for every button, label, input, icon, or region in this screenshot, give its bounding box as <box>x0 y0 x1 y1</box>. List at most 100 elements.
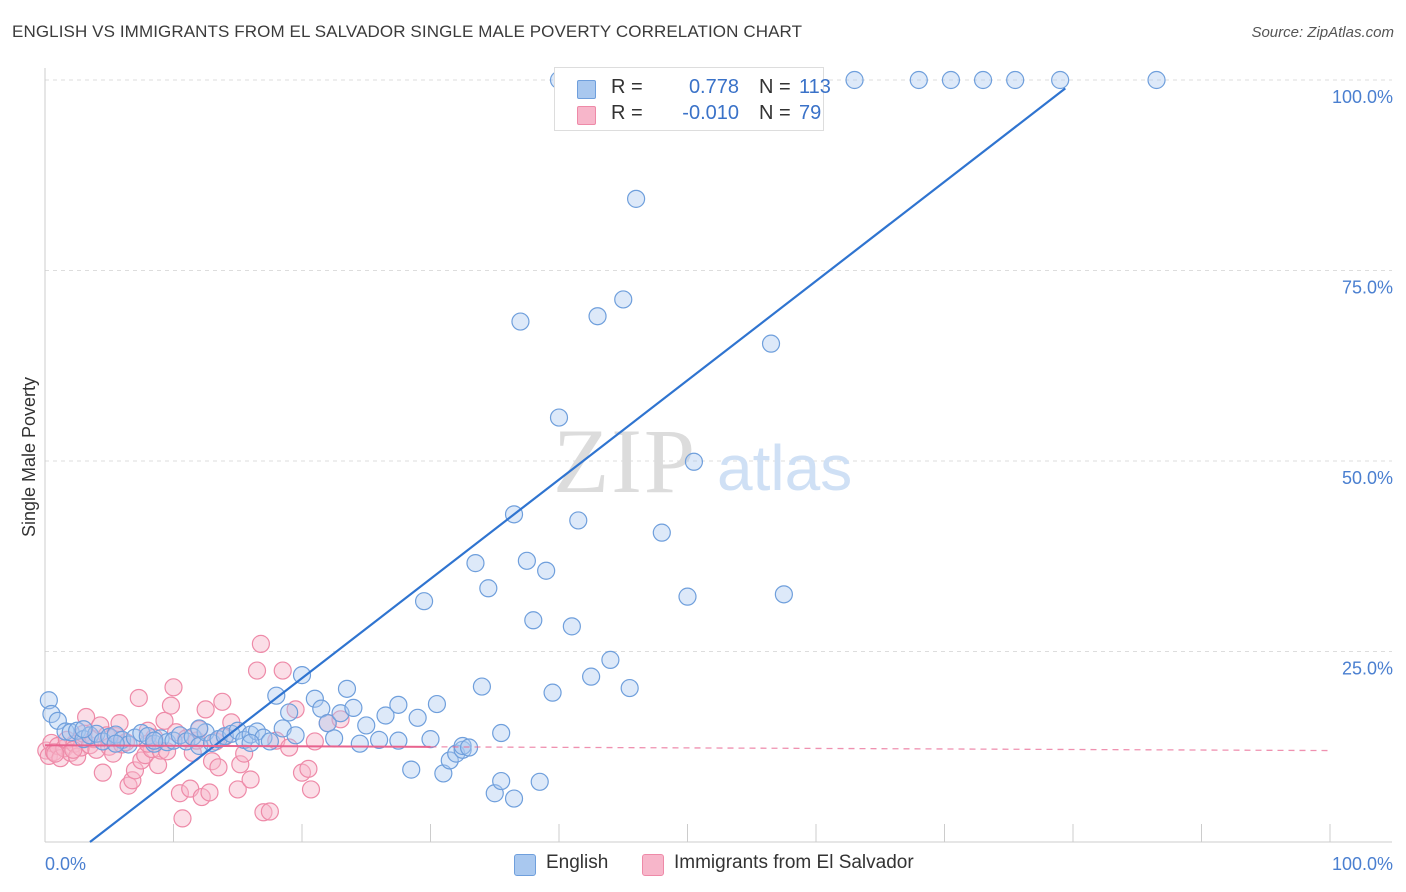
salvador-point <box>129 688 148 708</box>
english-point <box>549 408 569 427</box>
english-point <box>370 730 389 749</box>
salvador-legend-swatch <box>642 854 664 876</box>
y-tick-label: 100.0% <box>1332 87 1393 107</box>
english-point <box>466 554 485 573</box>
english-point <box>241 733 260 753</box>
salvador-point <box>251 634 270 653</box>
y-tick-label: 25.0% <box>1342 659 1393 679</box>
english-point <box>292 666 312 685</box>
english-point <box>427 694 447 714</box>
english-point <box>376 706 395 725</box>
english-point <box>614 290 633 309</box>
axes <box>44 68 1392 843</box>
x-tick-labels: 0.0% 100.0% <box>45 854 1393 874</box>
chart-title: ENGLISH VS IMMIGRANTS FROM EL SALVADOR S… <box>12 22 803 41</box>
r-value: 0.778 <box>688 76 739 98</box>
salvador-point <box>170 784 190 803</box>
stats-box: R = 0.778 N = 113 R = -0.010 N = 79 <box>554 67 831 131</box>
english-point <box>453 736 472 756</box>
salvador-point <box>231 755 250 774</box>
grid-lines <box>45 79 1392 652</box>
english-point <box>260 732 279 751</box>
english-point <box>357 716 376 735</box>
salvador-point <box>301 780 321 799</box>
salvador-point <box>93 763 112 782</box>
english-point <box>325 729 344 748</box>
english-point <box>479 579 498 598</box>
salvador-point <box>213 692 232 711</box>
english-point <box>305 689 324 708</box>
english-point <box>286 726 305 745</box>
salvador-point <box>260 802 279 821</box>
english-point <box>344 698 363 717</box>
english-trend-line <box>89 87 1066 843</box>
watermark-zip: ZIP <box>553 410 697 512</box>
legend-label-english: English <box>546 852 609 873</box>
english-point <box>530 772 549 791</box>
english-point <box>973 70 993 90</box>
salvador-point <box>273 661 292 680</box>
english-point <box>845 70 864 90</box>
salvador-trend-extension <box>430 746 1331 752</box>
english-point <box>1147 70 1166 90</box>
salvador-point <box>209 758 228 777</box>
english-point <box>492 771 511 791</box>
english-point <box>543 683 562 702</box>
r-label: R = <box>611 76 643 98</box>
y-tick-label: 50.0% <box>1342 468 1393 488</box>
n-label: N = <box>759 102 791 124</box>
english-point <box>620 678 639 698</box>
x-tick-label: 100.0% <box>1332 854 1393 874</box>
english-point <box>626 189 646 208</box>
salvador-point <box>299 759 318 778</box>
salvador-point <box>125 761 145 780</box>
r-label: R = <box>611 102 643 124</box>
english-point <box>440 751 459 770</box>
english-legend-swatch <box>514 854 536 876</box>
english-point <box>524 611 543 630</box>
english-point <box>318 714 337 733</box>
english-point <box>350 734 369 753</box>
salvador-point <box>46 744 65 763</box>
salvador-point <box>228 780 247 799</box>
legend-label-salvador: Immigrants from El Salvador <box>674 852 914 873</box>
english-point <box>389 695 408 714</box>
english-point <box>280 703 299 722</box>
n-value: 113 <box>799 76 831 98</box>
salvador-swatch <box>577 106 596 125</box>
salvador-point <box>247 661 267 680</box>
english-point <box>569 511 588 530</box>
salvador-point <box>155 711 174 730</box>
english-point <box>941 70 961 90</box>
english-point <box>39 691 58 710</box>
english-point <box>190 719 209 738</box>
english-point <box>517 551 536 570</box>
english-point <box>774 585 793 604</box>
english-point <box>504 789 524 808</box>
english-point <box>74 720 93 739</box>
english-point <box>562 617 581 636</box>
english-point <box>588 307 607 326</box>
trend-lines <box>44 87 1331 843</box>
english-point <box>582 667 601 686</box>
english-point <box>511 312 530 331</box>
english-point <box>678 587 697 606</box>
english-point <box>421 730 440 749</box>
n-label: N = <box>759 76 791 98</box>
x-tick-label: 0.0% <box>45 854 86 874</box>
salvador-point <box>241 770 260 789</box>
english-point <box>492 723 511 743</box>
salvador-point <box>161 696 181 715</box>
y-tick-labels: 25.0% 50.0% 75.0% 100.0% <box>1332 87 1393 679</box>
english-point <box>684 452 704 471</box>
english-point <box>42 704 61 724</box>
english-point <box>408 708 427 727</box>
r-value: -0.010 <box>682 102 739 124</box>
n-value: 79 <box>799 102 822 124</box>
y-tick-label: 75.0% <box>1342 278 1393 298</box>
legend: English Immigrants from El Salvador <box>0 852 1406 878</box>
watermark-atlas: atlas <box>717 432 852 504</box>
english-point <box>601 650 620 669</box>
english-swatch <box>577 80 596 99</box>
